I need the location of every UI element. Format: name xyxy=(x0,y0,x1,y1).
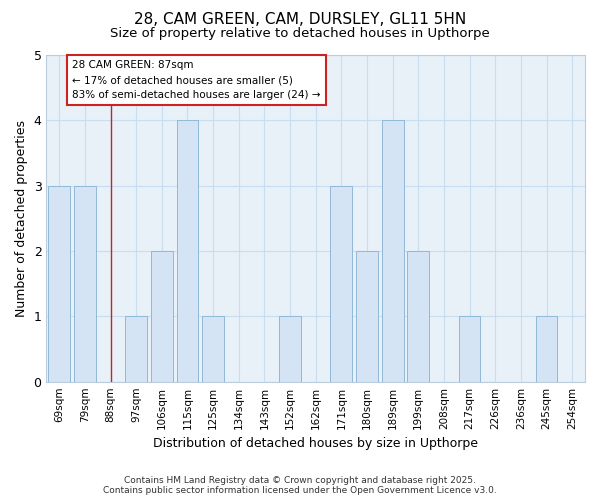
X-axis label: Distribution of detached houses by size in Upthorpe: Distribution of detached houses by size … xyxy=(153,437,478,450)
Bar xyxy=(202,316,224,382)
Bar xyxy=(331,186,352,382)
Bar xyxy=(151,251,173,382)
Bar xyxy=(49,186,70,382)
Text: 28, CAM GREEN, CAM, DURSLEY, GL11 5HN: 28, CAM GREEN, CAM, DURSLEY, GL11 5HN xyxy=(134,12,466,28)
Text: Contains HM Land Registry data © Crown copyright and database right 2025.: Contains HM Land Registry data © Crown c… xyxy=(124,476,476,485)
Text: Size of property relative to detached houses in Upthorpe: Size of property relative to detached ho… xyxy=(110,28,490,40)
Bar xyxy=(407,251,429,382)
Bar xyxy=(74,186,96,382)
Text: Contains public sector information licensed under the Open Government Licence v3: Contains public sector information licen… xyxy=(103,486,497,495)
Bar xyxy=(356,251,378,382)
Text: 28 CAM GREEN: 87sqm
← 17% of detached houses are smaller (5)
83% of semi-detache: 28 CAM GREEN: 87sqm ← 17% of detached ho… xyxy=(72,60,320,100)
Y-axis label: Number of detached properties: Number of detached properties xyxy=(15,120,28,317)
Bar xyxy=(279,316,301,382)
Bar xyxy=(176,120,199,382)
Bar xyxy=(382,120,404,382)
Bar xyxy=(536,316,557,382)
Bar xyxy=(125,316,147,382)
Bar xyxy=(458,316,481,382)
